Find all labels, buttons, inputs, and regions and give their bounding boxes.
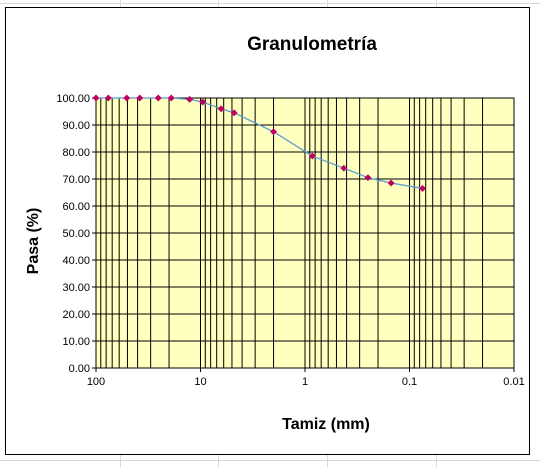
y-tick-label: 20.00 (62, 309, 90, 321)
data-point (186, 95, 194, 103)
y-tick-label: 50.00 (62, 228, 90, 240)
data-point (104, 94, 112, 102)
data-point (92, 94, 100, 102)
data-point (123, 94, 131, 102)
x-tick-label: 1 (302, 376, 308, 388)
data-point (136, 94, 144, 102)
y-tick-label: 30.00 (62, 282, 90, 294)
y-tick-label: 40.00 (62, 255, 90, 267)
series-line (96, 97, 423, 190)
data-point (230, 109, 238, 117)
y-tick-label: 80.00 (62, 147, 90, 159)
sheet-gridline (0, 3, 540, 4)
data-point (364, 174, 372, 182)
data-point (387, 179, 395, 187)
y-tick-label: 0.00 (69, 363, 90, 375)
data-point (154, 94, 162, 102)
sheet-gridline (0, 460, 540, 461)
chart-title: Granulometría (247, 34, 377, 55)
y-axis-title: Pasa (%) (25, 208, 42, 275)
data-point (340, 164, 348, 172)
x-tick-label: 10 (194, 376, 206, 388)
series-layer (92, 94, 427, 193)
x-tick-label: 0.1 (402, 376, 417, 388)
chart-svg: 0.00 10.00 20.00 30.00 40.00 50.00 60.00 70.00 8… (25, 34, 525, 433)
data-point (308, 152, 316, 160)
axis-ticks: 0.00 10.00 20.00 30.00 40.00 50.00 60.00 70.00 8… (56, 93, 524, 388)
x-tick-label: 100 (87, 376, 105, 388)
y-tick-label: 100.00 (56, 93, 90, 105)
x-tick-label: 0.01 (503, 376, 524, 388)
data-point (217, 105, 225, 113)
x-axis-title: Tamiz (mm) (282, 416, 370, 433)
data-point (419, 184, 427, 193)
data-point (199, 98, 207, 106)
data-point (269, 128, 278, 136)
y-tick-label: 60.00 (62, 201, 90, 213)
data-point (167, 94, 175, 102)
y-tick-label: 10.00 (62, 336, 90, 348)
y-tick-label: 70.00 (62, 174, 90, 186)
chart-area: 0.00 10.00 20.00 30.00 40.00 50.00 60.00 70.00 8… (5, 7, 530, 455)
y-tick-label: 90.00 (62, 120, 90, 132)
